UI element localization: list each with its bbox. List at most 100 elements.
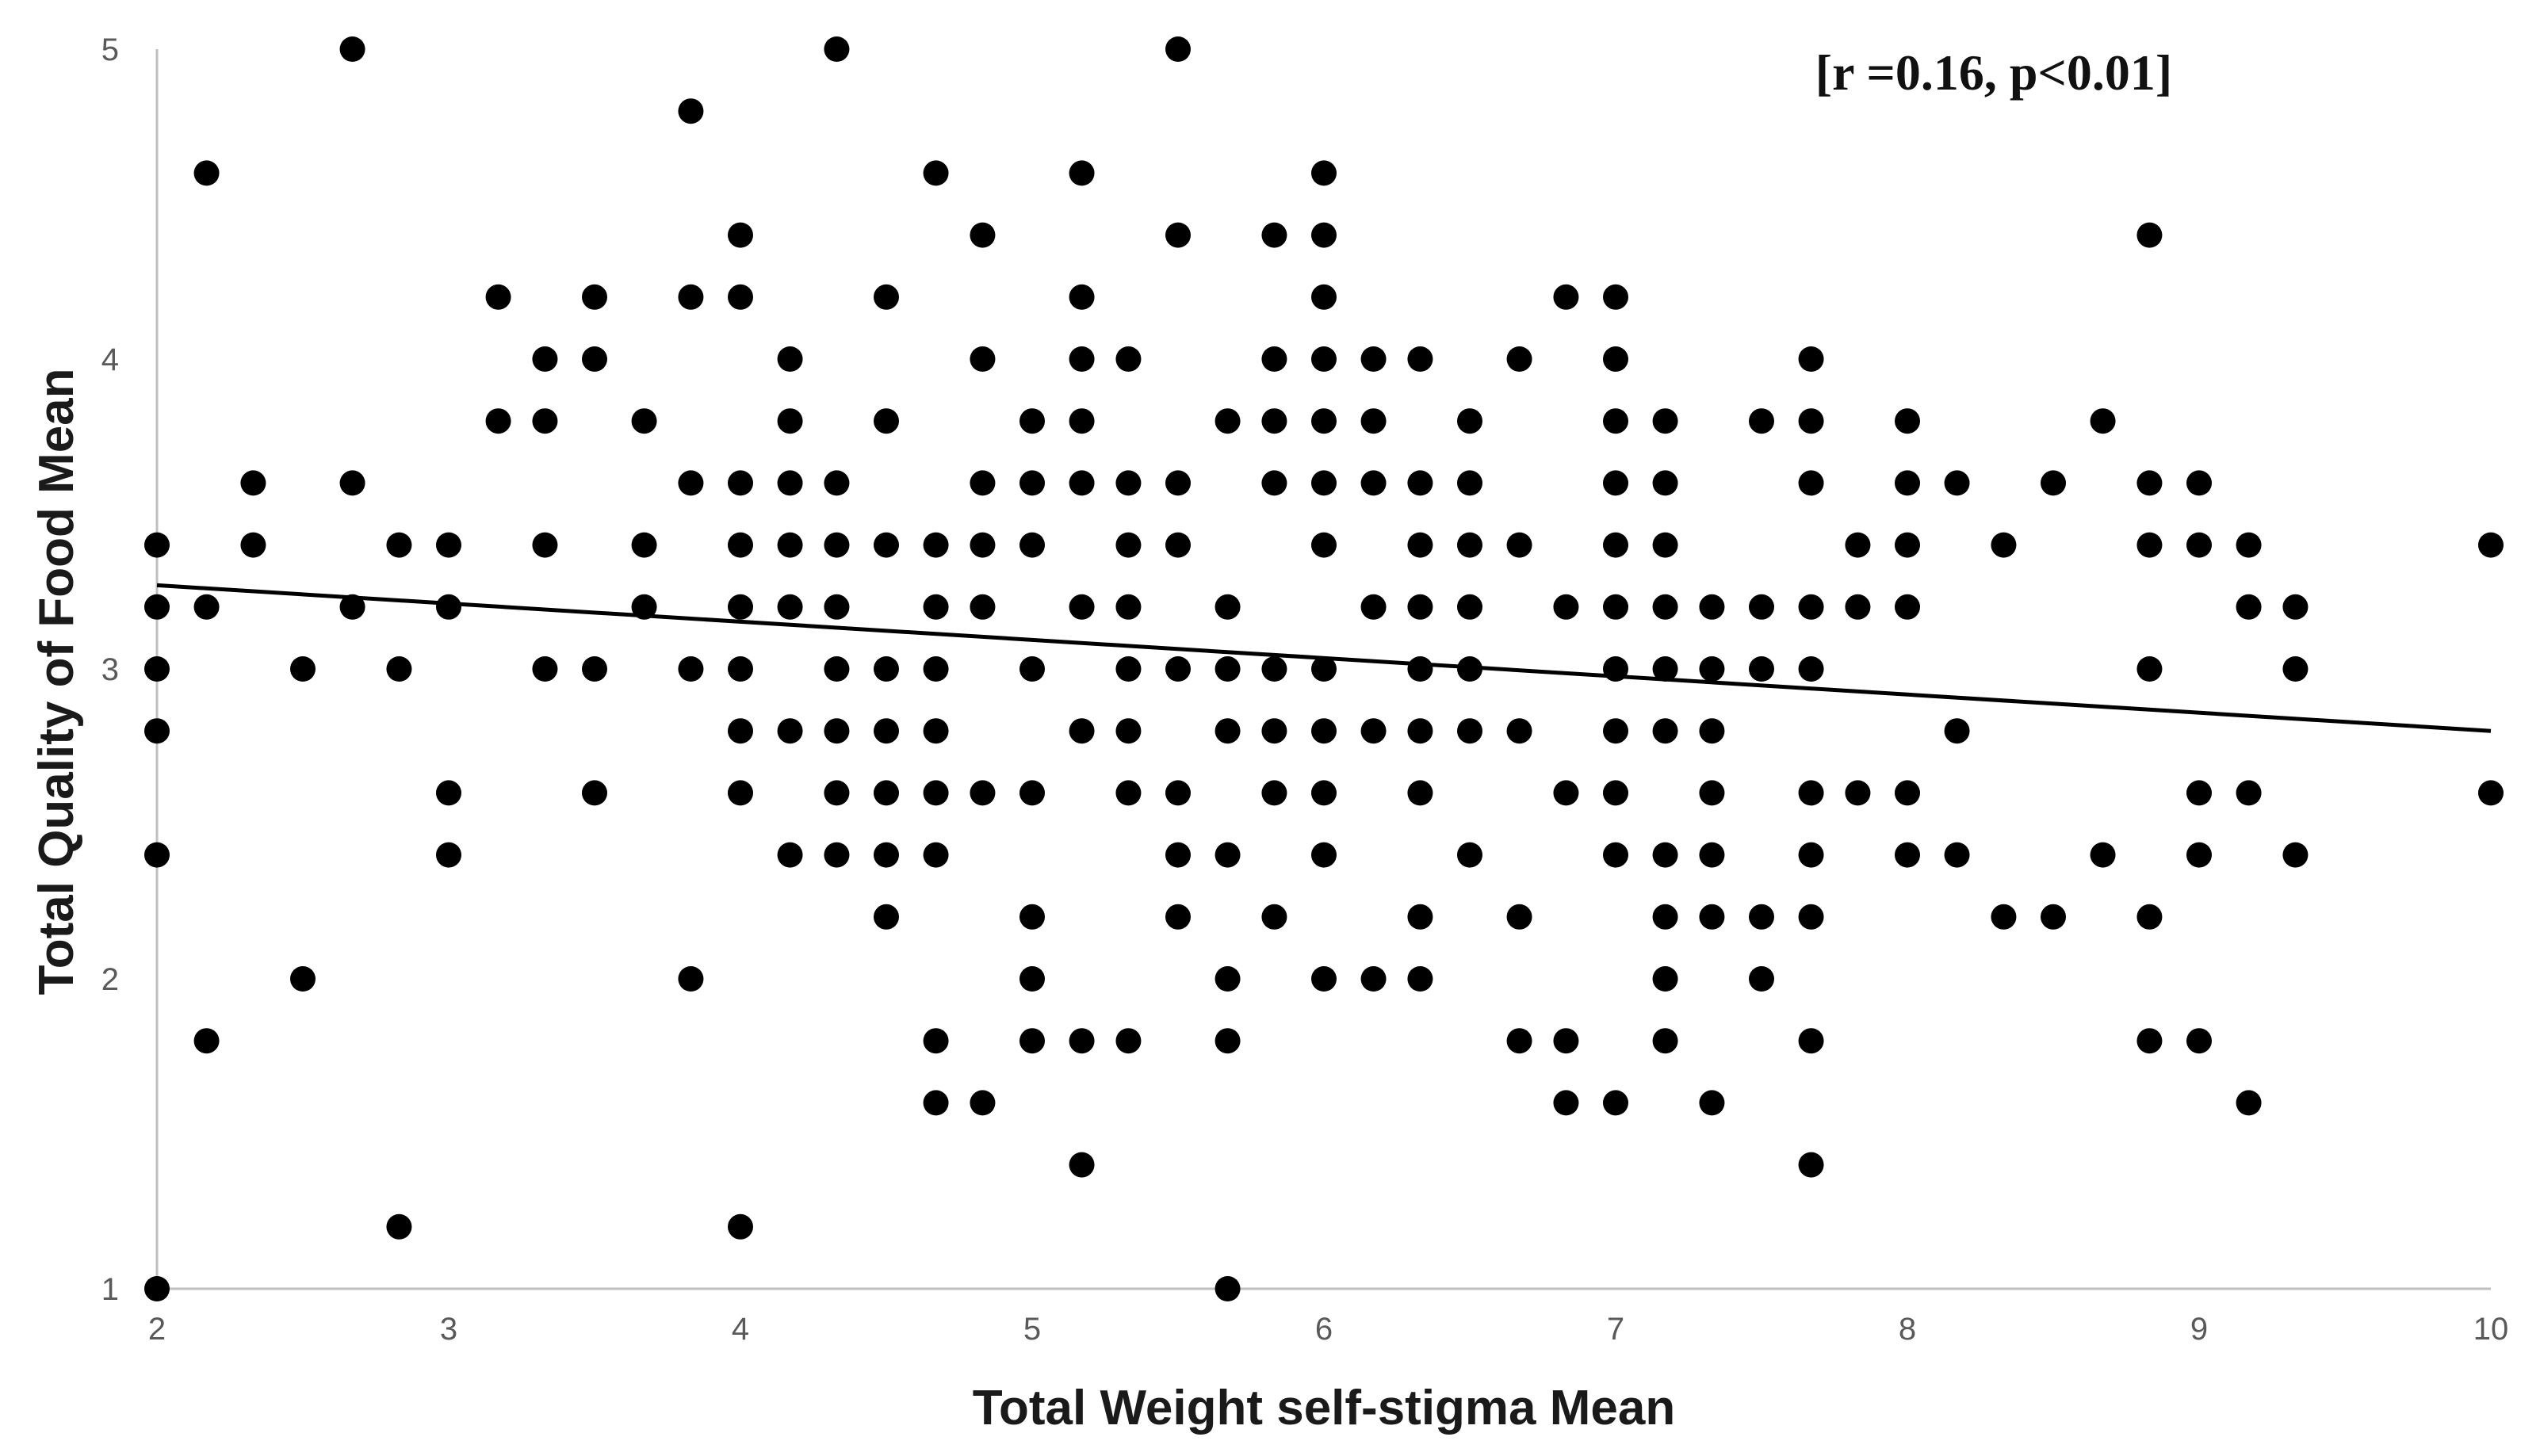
data-point	[874, 408, 899, 434]
data-point	[2136, 1028, 2163, 1054]
data-point	[1652, 656, 1678, 682]
data-point	[777, 408, 803, 434]
data-point	[1311, 346, 1337, 372]
data-point	[485, 284, 511, 310]
data-point	[728, 222, 753, 248]
data-point	[2186, 470, 2212, 496]
data-point	[1069, 284, 1095, 310]
data-point	[1506, 718, 1532, 744]
data-point	[1944, 842, 1970, 868]
data-point	[1895, 470, 1920, 496]
data-point	[1311, 470, 1337, 496]
data-point	[1457, 470, 1482, 496]
data-point	[1311, 656, 1337, 682]
data-point	[2041, 904, 2066, 930]
data-point	[1115, 594, 1142, 620]
data-point	[1652, 842, 1678, 868]
data-point	[1798, 408, 1824, 434]
data-point	[1360, 346, 1387, 372]
data-point	[144, 532, 170, 558]
data-point	[1069, 408, 1095, 434]
data-point	[1165, 656, 1191, 682]
data-point	[1749, 656, 1774, 682]
y-tick-labels: 1 2 3 4 5	[101, 32, 119, 1307]
data-point	[923, 656, 949, 682]
data-point	[1506, 1028, 1532, 1054]
data-point	[1069, 594, 1095, 620]
data-point	[1845, 532, 1871, 558]
data-point	[631, 532, 657, 558]
data-point	[728, 470, 753, 496]
data-point	[970, 222, 996, 248]
data-point	[1699, 842, 1725, 868]
data-point	[1749, 408, 1774, 434]
data-point	[485, 408, 511, 434]
data-point	[2041, 470, 2066, 496]
data-point	[1019, 656, 1045, 682]
data-point	[777, 594, 803, 620]
data-point	[1360, 718, 1387, 744]
data-point	[728, 1213, 753, 1240]
data-point	[923, 718, 949, 744]
data-point	[824, 532, 850, 558]
data-point	[777, 470, 803, 496]
data-point	[970, 1090, 996, 1116]
data-point	[386, 1213, 412, 1240]
data-point	[582, 656, 607, 682]
data-point	[1652, 966, 1678, 992]
data-point	[678, 284, 704, 310]
data-point	[2136, 904, 2163, 930]
data-point	[2282, 842, 2309, 868]
data-point	[1798, 1152, 1824, 1178]
data-point	[631, 408, 657, 434]
data-point	[923, 1028, 949, 1054]
data-point	[1311, 842, 1337, 868]
data-point	[1215, 1028, 1241, 1054]
data-point	[874, 904, 899, 930]
data-point	[1261, 470, 1287, 496]
data-point	[532, 408, 558, 434]
data-point	[2478, 780, 2504, 806]
data-point	[240, 470, 266, 496]
data-point	[824, 36, 850, 62]
data-point	[728, 284, 753, 310]
data-point	[2186, 780, 2212, 806]
data-point	[1457, 408, 1482, 434]
data-point	[386, 532, 412, 558]
data-point	[1407, 656, 1433, 682]
data-point	[1261, 780, 1287, 806]
data-point	[1311, 780, 1337, 806]
x-tick-labels: 2 3 4 5 6 7 8 9 10	[148, 1312, 2508, 1347]
data-point	[1798, 470, 1824, 496]
data-point	[923, 160, 949, 186]
data-point	[1019, 408, 1045, 434]
data-point	[2090, 842, 2116, 868]
data-point	[1215, 966, 1241, 992]
data-point	[728, 594, 753, 620]
data-point	[1360, 966, 1387, 992]
data-point	[193, 594, 220, 620]
data-point	[1069, 718, 1095, 744]
data-point	[1699, 1090, 1725, 1116]
data-point	[1749, 904, 1774, 930]
data-point	[1407, 470, 1433, 496]
data-point	[1261, 718, 1287, 744]
data-point	[1798, 346, 1824, 372]
data-point	[1749, 966, 1774, 992]
data-point	[923, 594, 949, 620]
data-point	[436, 842, 461, 868]
data-point	[1407, 780, 1433, 806]
data-point	[1407, 718, 1433, 744]
data-point	[240, 532, 266, 558]
data-point	[1115, 656, 1142, 682]
data-point	[1749, 594, 1774, 620]
data-point	[532, 346, 558, 372]
data-point	[1652, 904, 1678, 930]
data-point	[290, 656, 316, 682]
x-tick-label: 4	[732, 1312, 749, 1347]
data-point	[1652, 1028, 1678, 1054]
data-point	[1603, 1090, 1628, 1116]
data-point	[1115, 532, 1142, 558]
data-point	[582, 284, 607, 310]
data-point	[1311, 966, 1337, 992]
